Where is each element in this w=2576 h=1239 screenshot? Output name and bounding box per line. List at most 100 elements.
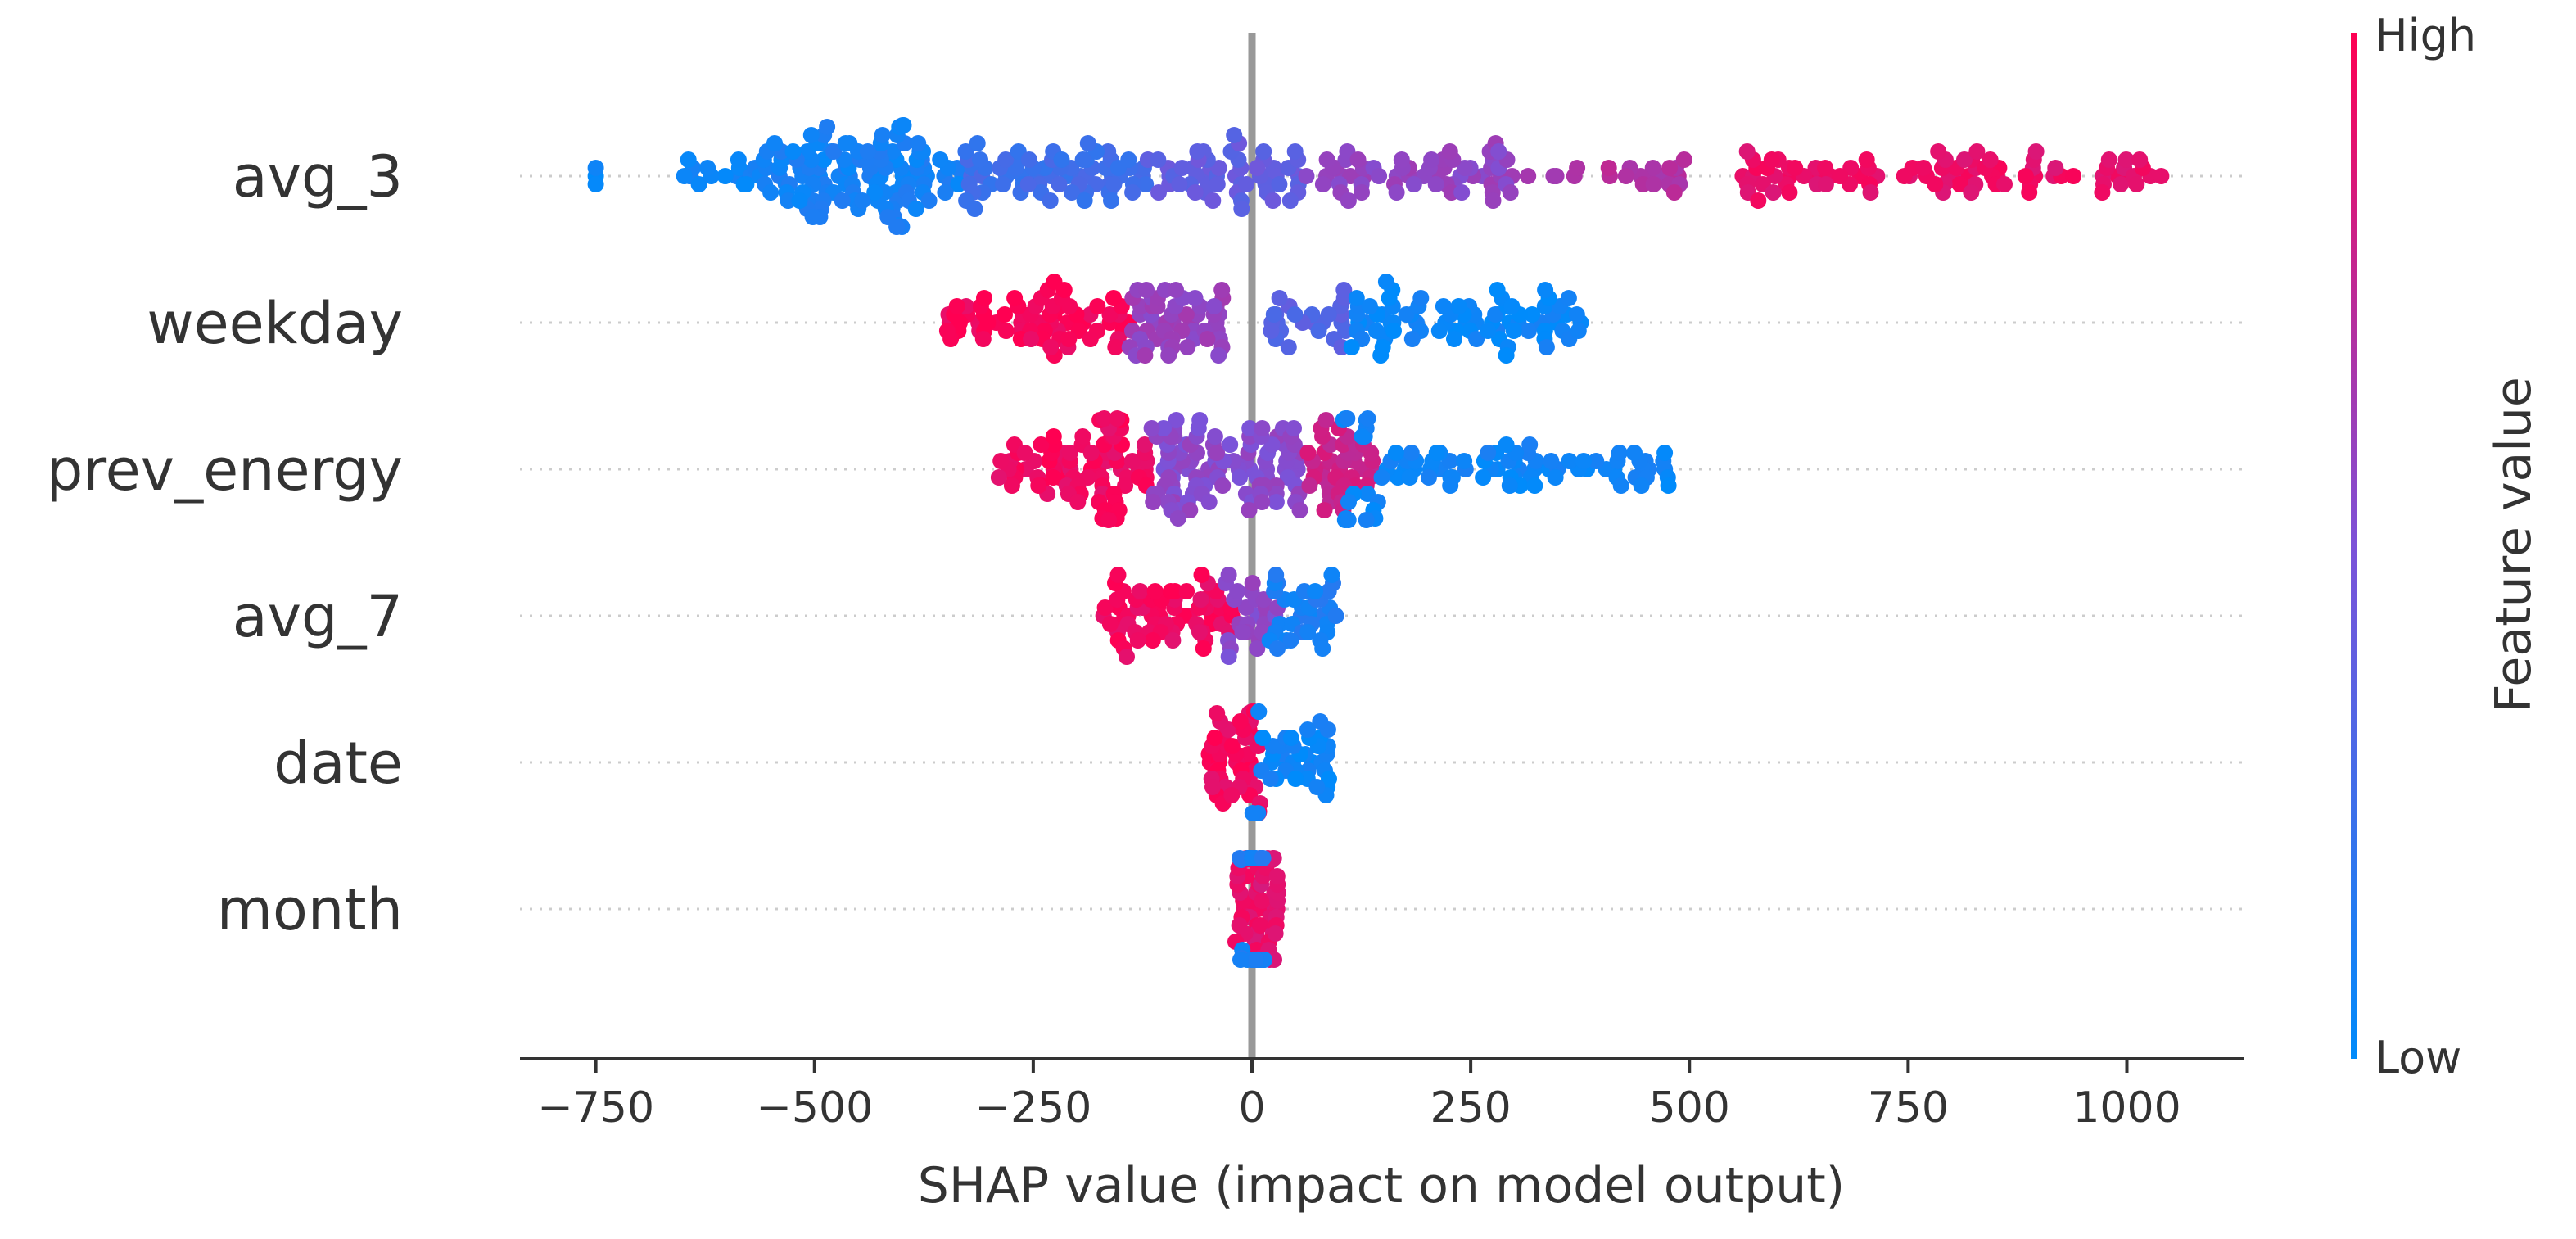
- shap-point: [938, 323, 956, 339]
- shap-point: [716, 168, 734, 184]
- shap-point: [1817, 176, 1834, 192]
- shap-point: [1291, 502, 1308, 518]
- shap-point: [1327, 608, 1344, 624]
- shap-point: [1568, 306, 1585, 323]
- shap-point: [1244, 575, 1261, 591]
- feature-label-weekday: weekday: [147, 290, 403, 357]
- shap-point: [1450, 298, 1467, 314]
- shap-point: [1006, 290, 1024, 306]
- shap-point: [1103, 192, 1119, 209]
- shap-point: [1340, 494, 1357, 510]
- shap-point: [1209, 445, 1226, 461]
- shap-point: [1074, 151, 1091, 168]
- shap-point: [1060, 331, 1078, 347]
- shap-point: [859, 143, 876, 160]
- shap-point: [802, 127, 820, 143]
- shap-point: [932, 151, 949, 168]
- shap-point: [1337, 323, 1354, 339]
- shap-point: [1423, 151, 1440, 168]
- shap-point: [1250, 703, 1268, 720]
- shap-point: [1299, 721, 1316, 738]
- shap-point: [1503, 298, 1521, 314]
- x-tick-label: 750: [1868, 1083, 1949, 1133]
- shap-point: [884, 143, 902, 160]
- shap-point: [1042, 339, 1060, 355]
- shap-point: [1545, 168, 1562, 184]
- shap-point: [1320, 306, 1337, 323]
- shap-point: [1168, 282, 1184, 298]
- shap-point: [1173, 160, 1191, 176]
- shap-point: [1030, 477, 1047, 494]
- shap-point: [1267, 925, 1284, 942]
- shap-point: [1547, 469, 1564, 486]
- shap-point: [1089, 298, 1106, 314]
- shap-point: [1249, 160, 1266, 176]
- shap-point: [2017, 168, 2034, 184]
- shap-point: [1435, 298, 1452, 314]
- shap-point: [1204, 192, 1222, 209]
- colorbar: [2351, 33, 2357, 1059]
- shap-point: [1232, 713, 1249, 730]
- shap-point: [1045, 469, 1062, 486]
- shap-point: [1255, 143, 1272, 160]
- x-tick-label: 250: [1430, 1083, 1511, 1133]
- shap-point: [1968, 143, 1986, 160]
- shap-point: [1168, 412, 1185, 428]
- shap-point: [1575, 453, 1593, 469]
- shap-point: [992, 453, 1010, 469]
- feature-label-avg-3: avg_3: [233, 143, 403, 210]
- shap-point: [937, 184, 954, 201]
- shap-point: [1480, 445, 1497, 461]
- shap-point: [1441, 143, 1458, 160]
- shap-point: [1220, 567, 1237, 583]
- shap-point: [1045, 428, 1062, 445]
- shap-point: [1453, 184, 1471, 201]
- shap-point: [1063, 184, 1080, 201]
- shap-point: [1569, 160, 1586, 176]
- shap-point: [1179, 339, 1196, 355]
- shap-point: [1020, 151, 1037, 168]
- shap-point: [1475, 469, 1492, 486]
- shap-point: [1427, 176, 1444, 192]
- shap-point: [1498, 436, 1515, 453]
- feature-label-month: month: [217, 876, 403, 943]
- shap-point: [976, 290, 992, 306]
- shap-point: [1498, 347, 1515, 364]
- shap-point: [784, 143, 802, 160]
- shap-point: [1927, 176, 1944, 192]
- shap-point: [1817, 160, 1834, 176]
- shap-point: [1361, 298, 1378, 314]
- shap-point: [1137, 347, 1154, 364]
- shap-point: [587, 160, 604, 176]
- shap-point: [1206, 730, 1223, 746]
- shap-point: [1763, 151, 1780, 168]
- shap-point: [2094, 184, 2111, 201]
- shap-point: [1254, 850, 1271, 866]
- shap-point: [974, 331, 992, 347]
- shap-point: [1206, 428, 1223, 445]
- shap-point: [1247, 952, 1264, 968]
- shap-point: [1282, 632, 1299, 649]
- shap-point: [1238, 176, 1255, 192]
- shap-point: [1765, 184, 1782, 201]
- shap-point: [1750, 192, 1767, 209]
- shap-point: [1101, 306, 1119, 323]
- shap-point: [1145, 494, 1162, 510]
- shap-point: [1430, 323, 1448, 339]
- shap-point: [1119, 649, 1135, 665]
- shap-point: [1268, 494, 1285, 510]
- shap-point: [1286, 420, 1302, 436]
- shap-point: [1254, 494, 1271, 510]
- shap-point: [1053, 151, 1070, 168]
- shap-point: [1234, 624, 1251, 640]
- shap-point: [699, 160, 716, 176]
- shap-point: [1537, 282, 1554, 298]
- shap-point: [1003, 477, 1020, 494]
- shap-point: [587, 176, 604, 192]
- shap-point: [1538, 339, 1555, 355]
- colorbar-high-label: High: [2375, 10, 2476, 61]
- shap-point: [1263, 323, 1280, 339]
- shap-point: [1281, 192, 1299, 209]
- shap-point: [1896, 168, 1913, 184]
- shap-point: [1446, 331, 1462, 347]
